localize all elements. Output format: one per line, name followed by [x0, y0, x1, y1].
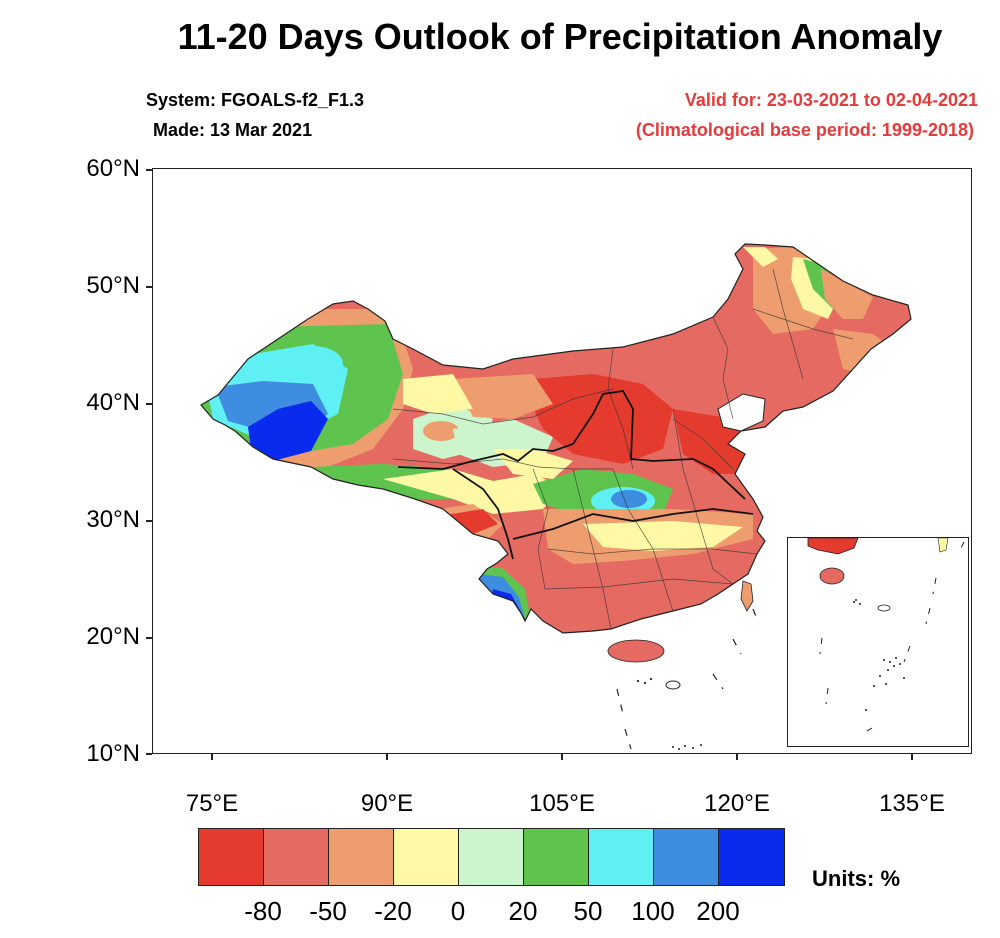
- nine-dash-line: [616, 608, 760, 750]
- y-tick: [146, 520, 152, 522]
- x-tick-label-120e: 120°E: [704, 790, 770, 817]
- x-tick-label-105e: 105°E: [529, 790, 595, 817]
- system-label: System: FGOALS-f2_F1.3: [146, 90, 365, 110]
- taiwan-island: [740, 580, 754, 612]
- reef-outline: [665, 680, 681, 690]
- colorbar-swatch-8: [654, 829, 719, 885]
- country-outline: [200, 243, 912, 634]
- x-tick: [211, 754, 213, 760]
- colorbar-label-200: 200: [696, 896, 740, 926]
- south-china-sea-inset: [787, 537, 969, 747]
- colorbar-label-20: 20: [508, 896, 538, 926]
- colorbar-swatch-4: [394, 829, 459, 885]
- y-tick-label-40n: 40°N: [86, 389, 140, 416]
- colorbar-label-m20: -20: [374, 896, 412, 926]
- units-label: Units: %: [812, 866, 900, 891]
- y-tick: [146, 637, 152, 639]
- colorbar-swatch-7: [589, 829, 654, 885]
- y-tick-label-30n: 30°N: [86, 506, 140, 533]
- province-boundaries: [392, 268, 854, 630]
- south-sea-islands: [636, 677, 702, 750]
- colorbar: [198, 828, 785, 886]
- colorbar-swatch-9: [719, 829, 784, 885]
- y-tick: [146, 403, 152, 405]
- colorbar-swatch-5: [459, 829, 524, 885]
- base-period-label: (Climatological base period: 1999-2018): [635, 120, 974, 140]
- x-tick-label-75e: 75°E: [185, 790, 239, 817]
- x-tick-label-90e: 90°E: [360, 790, 414, 817]
- y-tick-label-50n: 50°N: [86, 272, 140, 299]
- x-tick: [561, 754, 563, 760]
- colorbar-label-m80: -80: [244, 896, 282, 926]
- x-tick-label-135e: 135°E: [879, 790, 945, 817]
- inset-map: [807, 538, 965, 735]
- y-tick-label-60n: 60°N: [86, 155, 140, 182]
- major-rivers: [397, 390, 754, 560]
- x-tick: [911, 754, 913, 760]
- made-date-label: Made: 13 Mar 2021: [153, 120, 313, 140]
- x-tick: [736, 754, 738, 760]
- colorbar-swatch-2: [264, 829, 329, 885]
- colorbar-label-100: 100: [631, 896, 675, 926]
- x-tick: [386, 754, 388, 760]
- y-tick: [146, 286, 152, 288]
- chart-title: 11-20 Days Outlook of Precipitation Anom…: [177, 16, 943, 57]
- colorbar-swatch-1: [199, 829, 264, 885]
- hainan-island: [607, 639, 665, 663]
- colorbar-label-50: 50: [573, 896, 603, 926]
- y-tick-label-10n: 10°N: [86, 740, 140, 767]
- y-tick-label-20n: 20°N: [86, 623, 140, 650]
- precipitation-map: [200, 243, 912, 750]
- colorbar-swatch-3: [329, 829, 394, 885]
- bohai-sea: [717, 393, 766, 432]
- colorbar-label-0: 0: [450, 896, 466, 926]
- y-tick: [146, 169, 152, 171]
- map-frame: [152, 168, 972, 754]
- y-tick: [146, 753, 152, 755]
- colorbar-label-m50: -50: [309, 896, 347, 926]
- colorbar-swatch-6: [524, 829, 589, 885]
- valid-period-label: Valid for: 23-03-2021 to 02-04-2021: [684, 90, 978, 110]
